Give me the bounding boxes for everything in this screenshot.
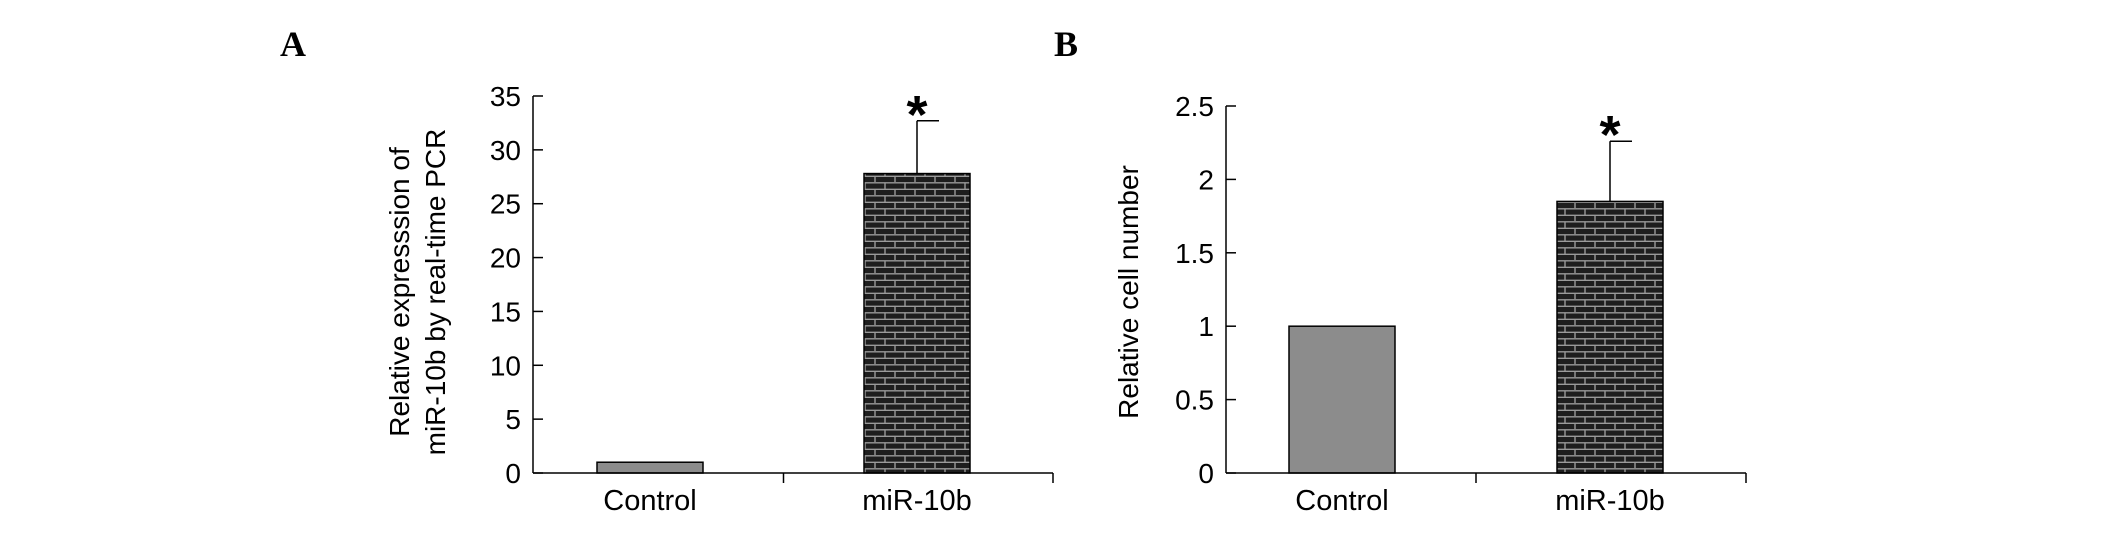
panel-a-y-axis-title: Relative expresssion of miR-10b by real-… [384, 129, 451, 456]
panel-a: A Relative expresssion of miR-10b by rea… [280, 24, 1054, 517]
panel-b-plot-area: * 0 0.5 1 1.5 2 2.5 [1175, 91, 1747, 489]
panel-b-y-tick-label: 2.5 [1175, 91, 1214, 122]
panel-a-y-tick-label: 20 [490, 243, 521, 274]
panel-a-y-tick-label: 30 [490, 135, 521, 166]
panel-b-significance-marker-mir-10b: * [1599, 105, 1620, 165]
panel-a-bar-control [596, 461, 704, 474]
panel-b-bar-control [1288, 325, 1396, 474]
panel-b-y-tick-label: 0.5 [1175, 385, 1214, 416]
panel-a-significance-marker-mir-10b: * [906, 85, 927, 145]
panel-b-y-tick-label: 1 [1198, 311, 1214, 342]
panel-a-y-tick-label: 5 [505, 404, 521, 435]
panel-b-y-tick-label: 0 [1198, 458, 1214, 489]
panel-a-y-tick-label: 15 [490, 296, 521, 327]
panel-a-y-tick-label: 0 [505, 458, 521, 489]
panel-a-category-label-control: Control [603, 485, 697, 517]
panel-b-category-label-control: Control [1295, 485, 1389, 517]
panel-a-bar-mir-10b [863, 172, 971, 474]
panel-a-plot-area: * 0 5 10 15 20 25 30 35 [490, 81, 1054, 489]
panel-b: B Relative cell number Control miR-10b *… [1054, 24, 1747, 517]
panel-a-y-axis-title-line-2: miR-10b by real-time PCR [420, 129, 451, 456]
panel-label-a: A [280, 24, 306, 64]
panel-a-y-tick-label: 25 [490, 189, 521, 220]
panel-label-b: B [1054, 24, 1078, 64]
panel-b-category-label-mir-10b: miR-10b [1555, 485, 1665, 517]
panel-a-y-axis-title-line-1: Relative expresssion of [384, 147, 415, 437]
panel-a-category-label-mir-10b: miR-10b [862, 485, 972, 517]
panel-b-bar-mir-10b [1556, 200, 1664, 474]
panel-b-y-tick-label: 1.5 [1175, 238, 1214, 269]
panel-b-y-axis-title-line-1: Relative cell number [1113, 165, 1144, 419]
panel-a-y-tick-label: 35 [490, 81, 521, 112]
panel-a-y-tick-label: 10 [490, 350, 521, 381]
panel-b-y-tick-label: 2 [1198, 164, 1214, 195]
panel-b-y-axis-title: Relative cell number [1113, 165, 1144, 419]
